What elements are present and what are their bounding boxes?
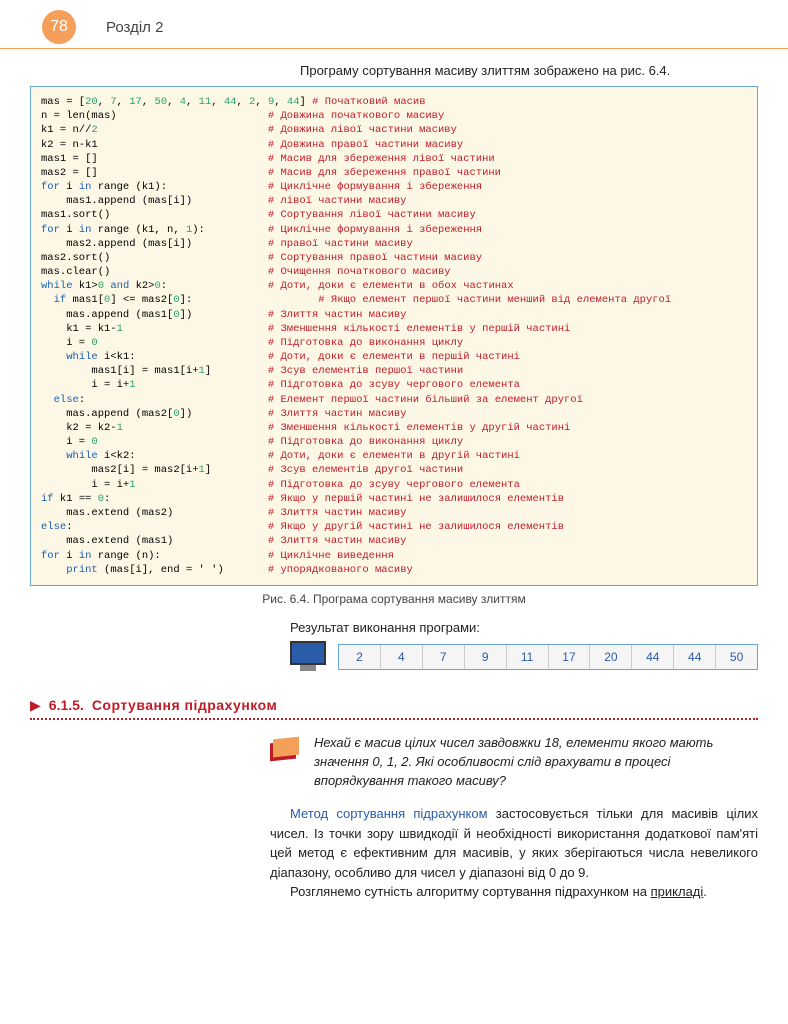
subsection-title: Сортування підрахунком (92, 697, 278, 713)
result-cell: 44 (632, 645, 674, 669)
arrow-icon: ▶ (30, 697, 41, 714)
body-paragraph: Метод сортування підрахунком застосовуєт… (270, 804, 758, 902)
result-cell: 20 (590, 645, 632, 669)
page-header: 78 Розділ 2 (0, 0, 788, 49)
subsection: ▶ 6.1.5. Сортування підрахунком Нехай є … (30, 697, 758, 791)
dotted-divider (30, 718, 758, 720)
body-p2-start: Розглянемо сутність алгоритму сортування… (290, 884, 651, 899)
result-cell: 7 (423, 645, 465, 669)
term-highlight: Метод сортування підрахунком (290, 806, 488, 821)
result-cell: 17 (549, 645, 591, 669)
callout-block: Нехай є масив цілих чисел завдовжки 18, … (270, 734, 758, 791)
intro-text: Програму сортування масиву злиттям зобра… (300, 63, 788, 78)
body-p2-end: . (703, 884, 707, 899)
result-block: Результат виконання програми: 2479111720… (290, 620, 758, 673)
result-cell: 4 (381, 645, 423, 669)
page-number-badge: 78 (42, 10, 76, 44)
code-listing: mas = [20, 7, 17, 50, 4, 11, 44, 2, 9, 4… (30, 86, 758, 586)
result-cell: 44 (674, 645, 716, 669)
subsection-heading: ▶ 6.1.5. Сортування підрахунком (30, 697, 758, 714)
monitor-icon (290, 641, 326, 673)
example-link: прикладі (651, 884, 704, 899)
result-cell: 9 (465, 645, 507, 669)
result-table: 2479111720444450 (338, 644, 758, 670)
result-label: Результат виконання програми: (290, 620, 758, 635)
subsection-number: 6.1.5. (49, 697, 84, 713)
result-cell: 50 (716, 645, 757, 669)
book-icon (270, 736, 300, 762)
callout-text: Нехай є масив цілих чисел завдовжки 18, … (314, 734, 758, 791)
result-cell: 2 (339, 645, 381, 669)
result-cell: 11 (507, 645, 549, 669)
figure-caption: Рис. 6.4. Програма сортування масиву зли… (0, 592, 788, 606)
section-title: Розділ 2 (106, 19, 163, 36)
